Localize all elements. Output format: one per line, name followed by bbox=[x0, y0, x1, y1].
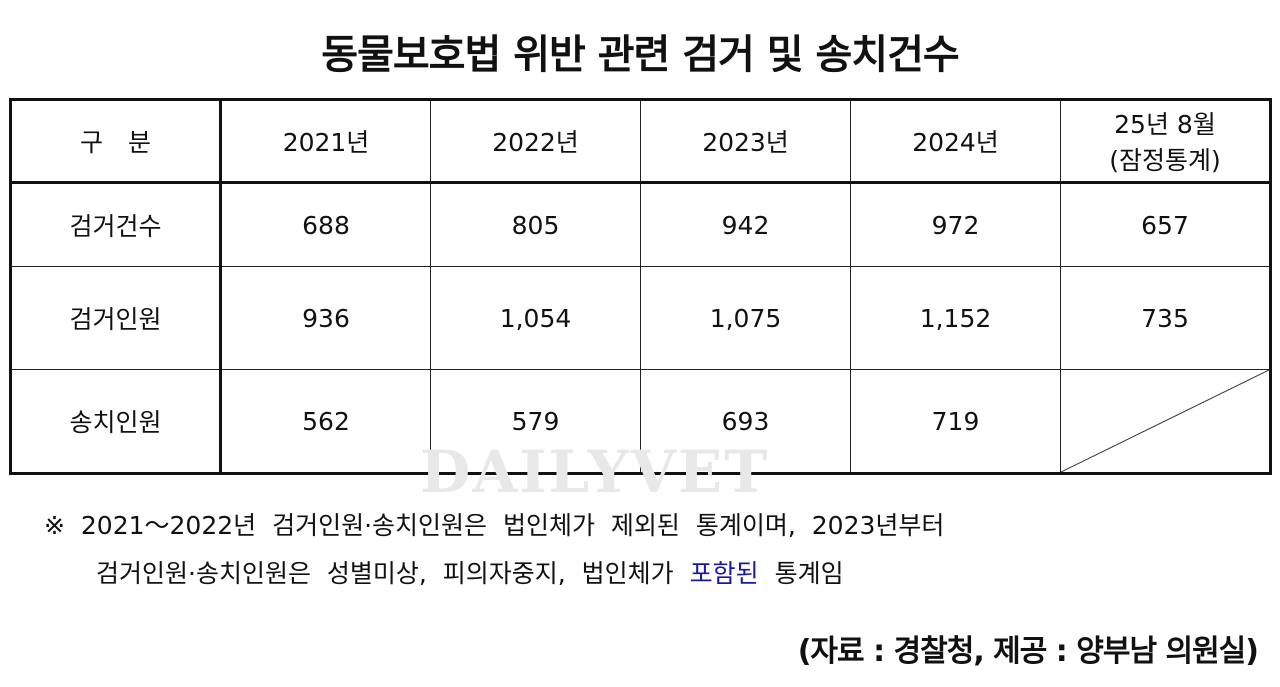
header-line1: 25년 8월 bbox=[1114, 110, 1216, 139]
table-cell: 805 bbox=[430, 182, 641, 267]
header-2022: 2022년 bbox=[430, 99, 641, 184]
table-cell: 942 bbox=[640, 182, 851, 267]
table-cell: 693 bbox=[640, 369, 851, 474]
table-cell: 936 bbox=[220, 266, 431, 370]
table-row: 검거건수 688 805 942 972 657 bbox=[10, 182, 1271, 267]
footnote-line1: ※ 2021～2022년 검거인원·송치인원은 법인체가 제외된 통계이며, 2… bbox=[44, 511, 945, 540]
footnote-text: 검거인원·송치인원은 성별미상, 피의자중지, 법인체가 bbox=[96, 559, 690, 588]
watermark-logo: DAILYVET bbox=[420, 438, 770, 506]
table-row: 검거인원 936 1,054 1,075 1,152 735 bbox=[10, 266, 1271, 370]
table-cell: 1,152 bbox=[850, 266, 1061, 370]
header-2025-aug: 25년 8월 (잠정통계) bbox=[1060, 99, 1271, 184]
header-2021: 2021년 bbox=[220, 99, 431, 184]
footnote-text: 통계임 bbox=[758, 559, 844, 588]
table-cell: 719 bbox=[850, 369, 1061, 474]
header-2023: 2023년 bbox=[640, 99, 851, 184]
header-line2: (잠정통계) bbox=[1109, 146, 1221, 175]
table-cell: 1,075 bbox=[640, 266, 851, 370]
diagonal-line bbox=[1061, 370, 1269, 472]
table-cell: 579 bbox=[430, 369, 641, 474]
table-cell: 972 bbox=[850, 182, 1061, 267]
table-cell: 735 bbox=[1060, 266, 1271, 370]
stats-table: 구 분 2021년 2022년 2023년 2024년 25년 8월 (잠정통계)… bbox=[9, 98, 1272, 475]
footnote-highlight: 포함된 bbox=[689, 559, 759, 588]
table-cell: 562 bbox=[220, 369, 431, 474]
empty-diagonal-cell bbox=[1060, 369, 1271, 474]
page-title: 동물보호법 위반 관련 검거 및 송치건수 bbox=[321, 32, 959, 78]
header-category: 구 분 bbox=[10, 99, 222, 184]
source-credit: (자료 : 경찰청, 제공 : 양부남 의원실) bbox=[797, 634, 1259, 669]
table-cell: 688 bbox=[220, 182, 431, 267]
header-2024: 2024년 bbox=[850, 99, 1061, 184]
row-label: 송치인원 bbox=[10, 369, 222, 474]
footnote-line2: 검거인원·송치인원은 성별미상, 피의자중지, 법인체가 포함된 통계임 bbox=[96, 554, 844, 590]
table-header-row: 구 분 2021년 2022년 2023년 2024년 25년 8월 (잠정통계) bbox=[10, 99, 1271, 184]
table-row: 송치인원 562 579 693 719 bbox=[10, 369, 1271, 474]
row-label: 검거건수 bbox=[10, 182, 222, 267]
row-label: 검거인원 bbox=[10, 266, 222, 370]
table-cell: 1,054 bbox=[430, 266, 641, 370]
table-cell: 657 bbox=[1060, 182, 1271, 267]
